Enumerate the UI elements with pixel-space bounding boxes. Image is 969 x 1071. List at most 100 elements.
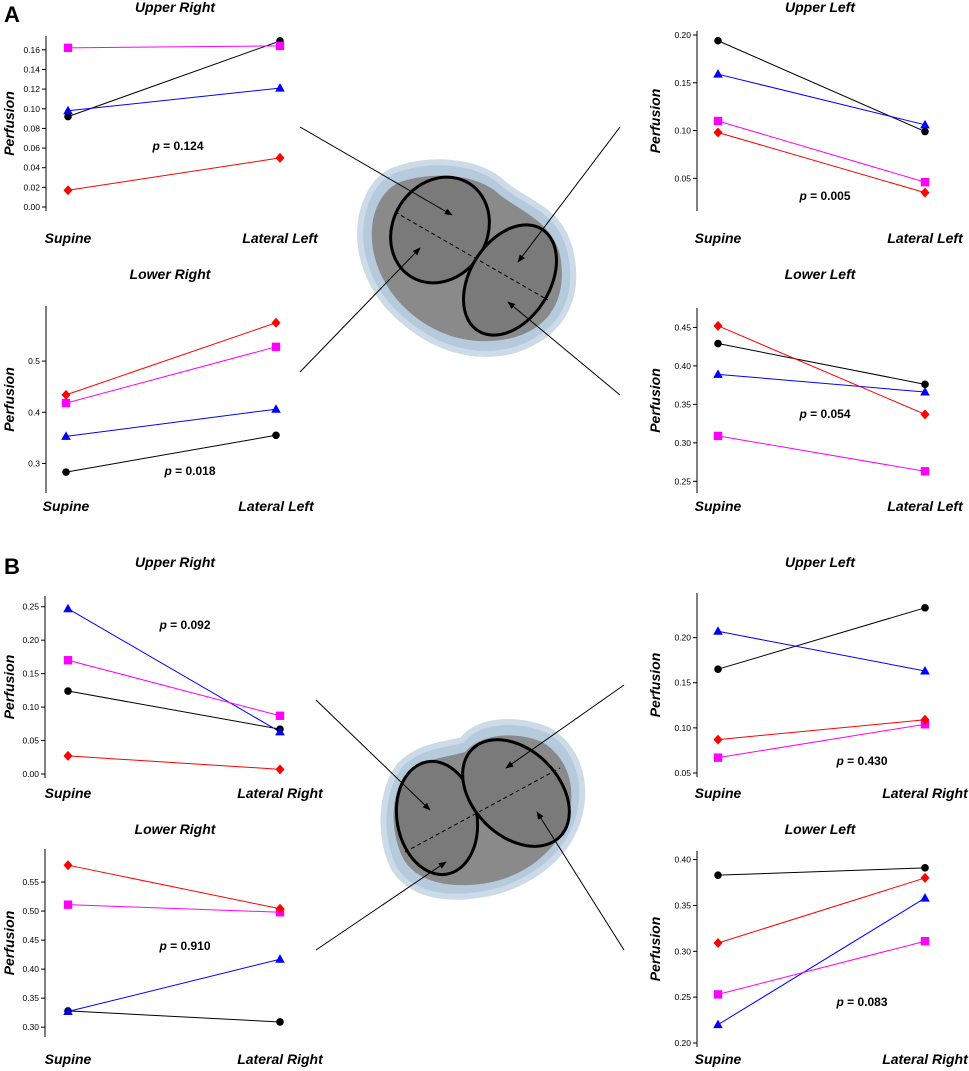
series-line-red	[717, 719, 926, 741]
series-line-blue	[67, 87, 281, 112]
data-point-blue	[920, 387, 930, 396]
data-point-blue	[271, 404, 281, 413]
data-point-blue	[713, 626, 723, 635]
y-axis-label: Perfusion	[1, 911, 17, 976]
y-tick-label: 0.10	[22, 702, 39, 712]
series-line-red	[67, 755, 281, 770]
series-line-blue	[717, 73, 926, 126]
y-tick-label: 0.05	[674, 768, 691, 778]
y-tick-label: 0.12	[23, 84, 40, 94]
x-tick-label: Supine	[45, 785, 92, 801]
y-axis-label: Perfusion	[647, 368, 663, 433]
data-point-magenta	[61, 398, 71, 408]
data-point-magenta	[920, 177, 930, 187]
y-tick-label: 0.55	[22, 877, 39, 887]
y-tick-label: 0.20	[674, 1038, 691, 1048]
data-point-red	[713, 734, 723, 745]
x-tick-label: Lateral Right	[882, 1051, 969, 1067]
y-tick-label: 0.30	[674, 438, 691, 448]
data-point-red	[713, 127, 723, 138]
y-tick-label: 0.25	[674, 992, 691, 1002]
series-line-magenta	[717, 435, 926, 472]
chart-title: Upper Right	[135, 0, 216, 15]
series-line-red	[67, 864, 281, 910]
data-point-black	[64, 112, 72, 121]
connector-arrows-a	[299, 126, 621, 396]
y-tick-label: 0.00	[23, 202, 40, 212]
y-tick-label: 0.06	[23, 143, 40, 153]
data-point-red	[920, 714, 930, 725]
series-line-blue	[717, 630, 926, 672]
x-tick-label: Lateral Left	[238, 498, 315, 514]
series-line-magenta	[717, 723, 926, 759]
y-tick-label: 0.5	[28, 356, 40, 366]
series-line-magenta	[67, 659, 281, 717]
x-tick-label: Lateral Left	[242, 230, 319, 246]
series-line-black	[67, 1010, 281, 1023]
data-point-red	[63, 185, 73, 196]
y-tick-label: 0.10	[23, 104, 40, 114]
y-tick-label: 0.15	[674, 678, 691, 688]
x-tick-label: Lateral Right	[237, 785, 324, 801]
p-value-annotation: p = 0.083	[835, 995, 887, 1009]
series-line-magenta	[717, 940, 926, 995]
series-line-red	[65, 322, 277, 396]
data-point-blue	[920, 893, 930, 902]
y-tick-label: 0.05	[22, 736, 39, 746]
series-line-blue	[67, 958, 281, 1013]
chart-title: Lower Right	[130, 266, 212, 282]
p-value-annotation: p = 0.910	[158, 939, 210, 953]
series-line-blue	[67, 608, 281, 733]
data-point-magenta	[63, 900, 73, 909]
data-point-blue	[275, 726, 285, 736]
y-tick-label: 0.15	[674, 78, 691, 88]
y-tick-label: 0.20	[22, 635, 39, 645]
data-point-red	[713, 938, 723, 949]
y-tick-label: 0.20	[674, 633, 691, 643]
data-point-red	[713, 320, 723, 331]
data-point-blue	[713, 369, 723, 378]
x-tick-label: Lateral Right	[237, 1051, 324, 1067]
chart-a-lower-right: Lower Right Perfusion 0.3 0.4 0.5 Supine Later…	[1, 266, 315, 514]
data-point-magenta	[713, 753, 723, 762]
chart-title: Upper Left	[785, 0, 856, 15]
data-point-black	[276, 1018, 284, 1026]
x-tick-label: Lateral Left	[887, 498, 964, 514]
data-point-blue	[63, 603, 73, 613]
series-line-blue	[717, 897, 926, 1026]
data-point-black	[714, 871, 722, 879]
y-tick-label: 0.25	[22, 602, 39, 612]
data-point-black	[714, 339, 722, 348]
p-value-annotation: p = 0.018	[163, 464, 215, 478]
y-tick-label: 0.35	[674, 399, 691, 409]
y-axis-label: Perfusion	[1, 655, 17, 720]
series-line-magenta	[67, 45, 281, 49]
p-value-annotation: p = 0.430	[835, 754, 887, 768]
data-point-blue	[920, 666, 930, 675]
x-tick-label: Lateral Right	[882, 785, 969, 801]
series-line-magenta	[717, 120, 926, 183]
y-tick-label: 0.04	[23, 163, 40, 173]
x-tick-label: Supine	[45, 1051, 92, 1067]
data-point-blue	[63, 105, 73, 115]
y-tick-label: 0.25	[674, 476, 691, 486]
data-point-red	[271, 317, 281, 328]
data-point-black	[921, 127, 929, 136]
data-point-magenta	[271, 342, 281, 352]
p-value-annotation: p = 0.054	[798, 407, 850, 421]
data-point-black	[714, 665, 722, 674]
y-axis-label: Perfusion	[1, 367, 17, 432]
data-point-black	[921, 380, 929, 389]
y-axis-label: Perfusion	[647, 653, 663, 718]
p-value-annotation: p = 0.124	[151, 139, 203, 153]
data-point-black	[64, 687, 72, 695]
y-tick-label: 0.40	[674, 855, 691, 865]
data-point-black	[714, 36, 722, 45]
series-line-black	[67, 690, 281, 730]
data-point-blue	[61, 431, 71, 440]
y-axis-label: Perfusion	[647, 917, 663, 982]
y-tick-label: 0.40	[22, 964, 39, 974]
chart-b-lower-left: Lower Left Perfusion 0.20 0.25 0.30 0.35 0.40 S…	[647, 821, 969, 1067]
chart-title: Lower Left	[785, 821, 857, 837]
y-tick-label: 0.05	[674, 173, 691, 183]
